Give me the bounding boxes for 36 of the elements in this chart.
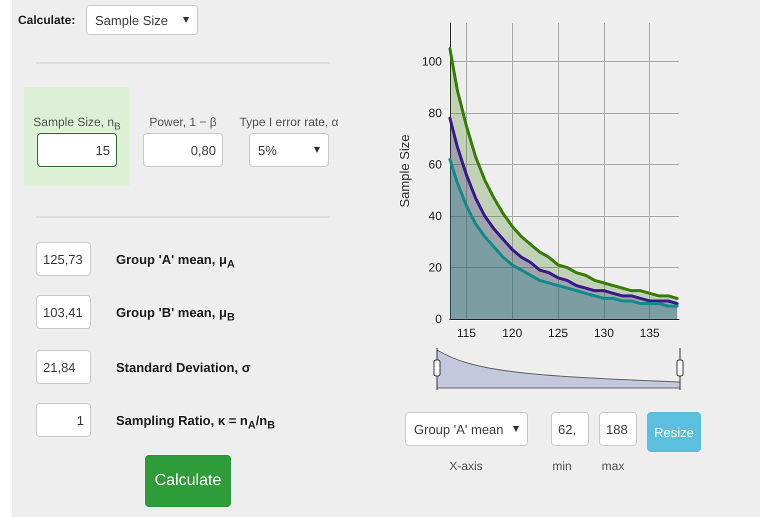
- y-tick-label: 100: [422, 54, 442, 69]
- button: Resize: [647, 412, 701, 452]
- text-field: 188: [599, 412, 637, 446]
- text: Sampling Ratio, κ = n$_{A}$/n$_{B}$: [116, 413, 276, 432]
- y-tick-label: 80: [428, 106, 442, 120]
- dropdown: Sample Size: [86, 5, 198, 35]
- x-tick-label: 115: [456, 326, 476, 340]
- text: Power, 1 − β: [149, 115, 217, 129]
- y-tick-label: 20: [428, 260, 442, 275]
- text-field: 62,: [551, 412, 589, 446]
- button: Calculate: [145, 455, 231, 507]
- x-tick-label: 130: [594, 326, 614, 340]
- text-field: 125,73: [36, 242, 91, 276]
- y-tick-label: 60: [428, 158, 442, 172]
- dropdown: 5%: [249, 133, 329, 167]
- text-field: 0,80: [143, 133, 223, 167]
- y-tick-label: 40: [428, 209, 442, 224]
- text-field: 21,84: [36, 350, 91, 384]
- text: Standard Deviation, σ: [116, 360, 251, 375]
- text-field: 1: [36, 403, 91, 437]
- x-tick-label: 135: [640, 326, 660, 340]
- text: Calculate:: [18, 13, 76, 27]
- dropdown: Group 'A' mean: [405, 412, 528, 446]
- text-field: 15: [37, 133, 117, 167]
- text: Type I error rate, α: [240, 115, 338, 129]
- text: max: [602, 459, 624, 473]
- text: Sample Size, n$_{B}$: [33, 115, 121, 132]
- text: Group 'A' mean, μ$_{A}$: [116, 252, 235, 271]
- text: Group 'B' mean, μ$_{B}$: [116, 305, 235, 324]
- text: min: [552, 459, 572, 473]
- y-tick-label: 0: [435, 312, 442, 326]
- text: X-axis: [449, 459, 483, 473]
- x-tick-label: 120: [502, 326, 523, 340]
- text-field: 103,41: [36, 295, 91, 329]
- y-axis-title: Sample Size: [397, 134, 412, 208]
- x-tick-label: 125: [548, 326, 568, 340]
